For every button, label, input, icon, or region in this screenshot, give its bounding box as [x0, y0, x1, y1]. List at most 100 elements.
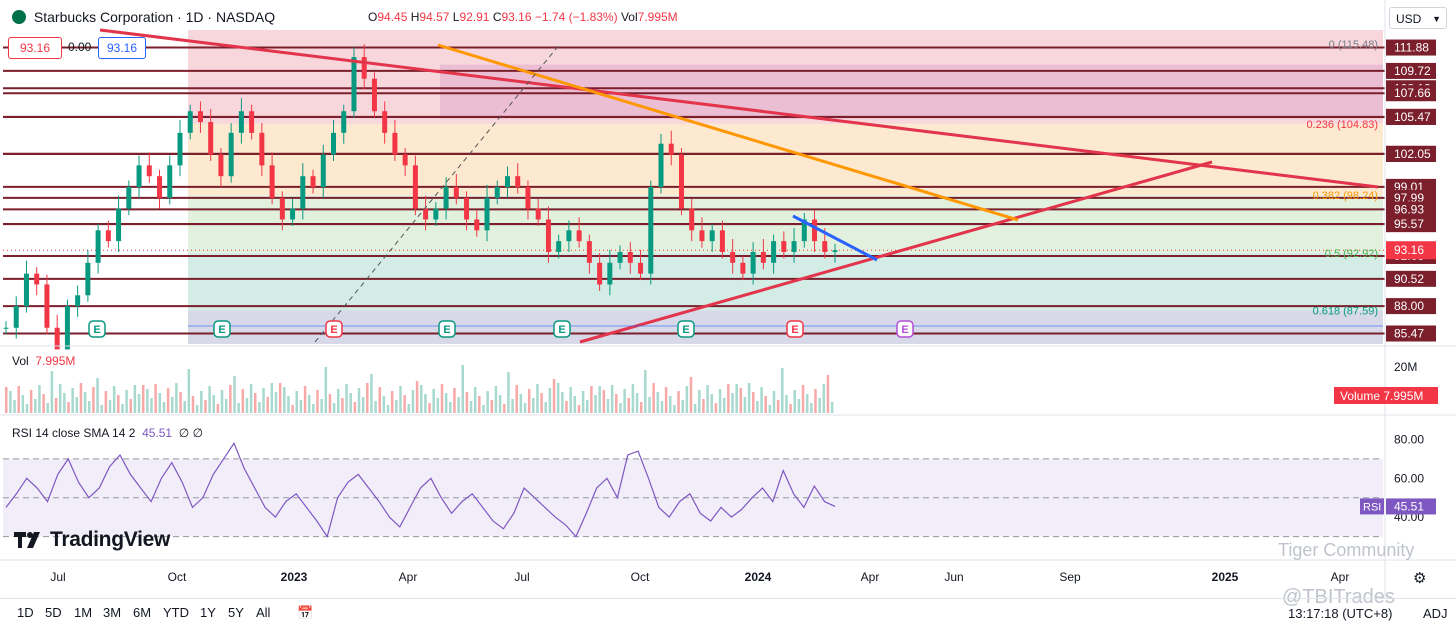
volume-bar [386, 405, 390, 413]
volume-bar [490, 400, 494, 413]
volume-bar [801, 385, 805, 413]
volume-bar [449, 402, 452, 413]
timeframe-5y[interactable]: 5Y [228, 605, 244, 620]
candle-body [586, 241, 592, 263]
candle-body [238, 111, 244, 133]
candle-body [197, 111, 203, 123]
volume-bar [195, 405, 199, 413]
volume-bar [639, 402, 643, 413]
earnings-event-icon [677, 320, 695, 338]
volume-bar [681, 400, 684, 413]
volume-bar [166, 388, 170, 413]
support-trendline [579, 160, 1213, 344]
volume-bar [478, 396, 481, 413]
volume-bar [669, 396, 672, 413]
price-level-label: 88.00 [1394, 299, 1424, 313]
rsi-line [5, 442, 836, 539]
earnings-event-icon [896, 320, 914, 338]
volume-bar [577, 405, 581, 413]
volume-bar [353, 402, 357, 413]
candle-body [597, 262, 603, 285]
volume-bar [357, 388, 361, 413]
volume-bar [789, 404, 792, 413]
earnings-event-label: E [901, 324, 908, 336]
candle-body [617, 251, 623, 263]
volume-badge-label: Volume 7.995M [1340, 389, 1423, 403]
volume-bar [187, 369, 191, 413]
volume-bar [25, 404, 29, 413]
candle-body [95, 230, 101, 263]
volume-bar [590, 386, 593, 413]
volume-bar [382, 396, 386, 413]
buy-button[interactable]: 93.16 [98, 37, 146, 59]
timeframe-3m[interactable]: 3M [103, 605, 122, 620]
fib-zone [188, 252, 1383, 311]
volume-bar [108, 400, 112, 413]
candle-body [668, 143, 674, 155]
tradingview-logo[interactable]: TradingView [14, 528, 170, 552]
volume-bar [399, 386, 402, 413]
x-axis-tick: Apr [861, 570, 880, 584]
volume-bar [191, 396, 195, 413]
volume-bar [345, 384, 348, 413]
volume-legend[interactable]: Vol 7.995M [12, 354, 76, 368]
volume-bar [83, 392, 87, 413]
volume-bar [540, 393, 543, 413]
sell-button[interactable]: 93.16 [8, 37, 62, 59]
candle-body [822, 241, 828, 252]
candle-body [116, 208, 122, 242]
candle-body [627, 251, 633, 263]
earnings-event-icon [553, 320, 571, 338]
volume-bar [747, 383, 751, 413]
tradingview-logo-icon [14, 532, 40, 549]
volume-bar [88, 401, 91, 413]
volume-bar [436, 398, 440, 413]
highlight-box [440, 64, 1383, 119]
earnings-event-label: E [558, 324, 565, 336]
volume-bar [444, 393, 448, 413]
candle-body [300, 176, 306, 209]
volume-bar [482, 405, 485, 413]
timeframe-ytd[interactable]: YTD [163, 605, 189, 620]
watermark: Tiger Community [1278, 540, 1415, 560]
candle-body [392, 132, 398, 155]
price-level-badge [1386, 145, 1436, 162]
fib-label: 0.236 (104.83) [1306, 119, 1378, 131]
chart-canvas[interactable]: 111.88109.72108.12107.66105.48105.47102.… [0, 0, 1456, 598]
volume-bar [274, 392, 278, 413]
rsi-legend[interactable]: RSI 14 close SMA 14 2 45.51 ∅ ∅ [12, 426, 204, 440]
symbol-logo-icon [12, 10, 26, 24]
timeframe-6m[interactable]: 6M [133, 605, 152, 620]
date-range-icon[interactable]: 📅 [297, 605, 314, 620]
gear-icon[interactable]: ⚙ [1413, 570, 1427, 587]
clock[interactable]: 13:17:18 (UTC+8) [1288, 606, 1393, 621]
volume-bar [320, 399, 323, 413]
high-value: 94.57 [419, 10, 450, 24]
earnings-event-icon [325, 320, 343, 338]
adj-toggle[interactable]: ADJ [1423, 606, 1448, 621]
fib-label: 0.618 (87.59) [1313, 306, 1378, 318]
price-level-label: 107.66 [1394, 86, 1431, 100]
volume-bar [17, 386, 20, 413]
timeframe-1y[interactable]: 1Y [200, 605, 216, 620]
volume-bar [378, 387, 381, 413]
volume-bar [722, 398, 726, 413]
timeframe-1d[interactable]: 1D [17, 605, 34, 620]
x-axis-tick: 2025 [1212, 570, 1239, 584]
candle-body [218, 154, 224, 177]
candle-body [474, 219, 480, 231]
price-level-badge [1386, 216, 1436, 233]
timeframe-1m[interactable]: 1M [74, 605, 93, 620]
currency-select[interactable]: USD ▼ [1389, 7, 1447, 29]
watermark-handle: @TBITrades [1282, 586, 1395, 608]
symbol-legend[interactable]: Starbucks Corporation · 1D · NASDAQ [12, 9, 275, 25]
timeframe-all[interactable]: All [256, 605, 271, 620]
volume-bar [548, 388, 552, 413]
fib-label: 0.5 (92.92) [1325, 248, 1378, 260]
timeframe-5d[interactable]: 5D [45, 605, 62, 620]
price-level-badge [1386, 39, 1436, 56]
resistance-trendline [99, 28, 1379, 189]
candle-body [484, 197, 490, 231]
candle-body [157, 176, 163, 198]
candle-body [781, 241, 787, 252]
